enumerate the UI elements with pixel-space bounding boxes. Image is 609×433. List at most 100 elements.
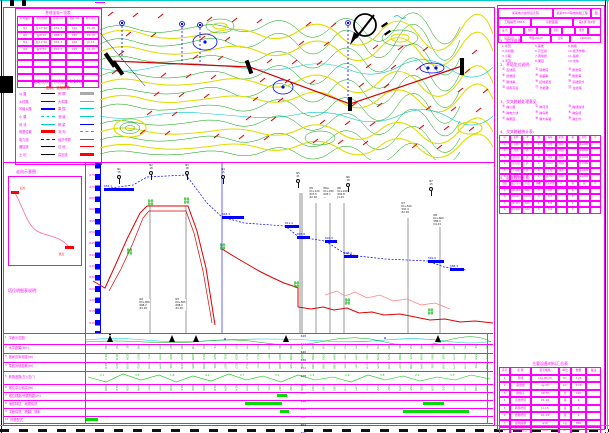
cell: 607.5	[309, 192, 317, 196]
station-value: 45	[310, 345, 314, 349]
station-value: 582	[365, 354, 369, 360]
table-row	[17, 67, 100, 74]
cell: 860	[571, 419, 586, 427]
cell	[33, 81, 50, 88]
cell: 基础混凝土	[510, 427, 531, 433]
station-value: 615	[180, 385, 184, 391]
cell	[586, 374, 601, 382]
station-value: 577	[397, 363, 401, 369]
station-value: 61	[397, 345, 401, 349]
station-value: 50	[299, 345, 303, 349]
tension-table: 段起止塔号 长度 档数 代表档距 K 塔线号 1 N1-N4 860 3 285 4 2 N4-N7 11…	[499, 181, 601, 214]
symbol-item: ⑪ 防振锤	[535, 86, 568, 90]
legend-symbol-icon	[41, 138, 55, 140]
angle-tower-mark	[111, 60, 125, 76]
station-value: 575	[376, 363, 380, 369]
station-value: 589	[332, 354, 336, 360]
tower-height: 18	[149, 166, 153, 170]
cell: 某某电力勘测设计院	[498, 8, 553, 18]
ruler-value: 615	[89, 309, 95, 314]
section3-title: 3、交叉跨越处理意见:	[500, 99, 538, 104]
cell: 备注	[586, 367, 601, 375]
symbol-number-icon: ⑤	[535, 73, 539, 78]
station-value: 602	[191, 385, 195, 391]
tension-table-row: 3 N7-N9 680 2 338 2	[499, 200, 601, 207]
band-row-number: 10	[5, 418, 9, 421]
flag-knob-icon	[117, 174, 121, 179]
band-row-title: 转角度数(左)/右(°)	[8, 375, 36, 379]
cell	[555, 194, 567, 201]
flag-pole	[186, 174, 188, 180]
conductor-bar: 652.1	[104, 184, 134, 191]
symbol-label: 跨河流	[539, 105, 549, 109]
cell: 602.8	[337, 192, 345, 196]
station-value: 598	[299, 385, 303, 391]
tower-height: 15	[221, 170, 225, 174]
cell	[82, 53, 100, 60]
binding-mark	[0, 76, 13, 93]
station-value: 607	[256, 363, 260, 369]
station-value: 559	[463, 363, 467, 369]
cell	[33, 67, 50, 74]
ponds	[192, 33, 445, 95]
station-value: 578	[376, 354, 380, 360]
crossing-table: 序名称单数规格 处理备里程号 1 公路处 2 沥青 架空 0+120 2 河流处 1 宽8m 跨越 0+…	[499, 135, 601, 187]
tower-flag: N1 15	[111, 168, 127, 184]
cell	[586, 397, 601, 405]
strip-tower-icons	[107, 334, 441, 342]
station-value: 596	[310, 363, 314, 369]
conductor-bar: 598.2	[344, 251, 358, 258]
legend-symbol-icon	[80, 92, 94, 96]
cell: N3	[17, 39, 34, 46]
fold-mark	[95, 2, 105, 3]
station-value: 581	[343, 363, 347, 369]
legend-symbol-icon	[80, 153, 94, 157]
symbol-label: 防振锤	[539, 86, 549, 90]
cell: 2	[532, 141, 545, 148]
band-line	[3, 344, 493, 345]
table-row: N2 右8°15′ 668.1 185 Z2-18	[17, 32, 100, 39]
cell: 3	[532, 187, 545, 194]
grade-zigzag-svg	[87, 373, 491, 383]
band-row-number: 8	[5, 402, 7, 405]
cell: 备	[566, 135, 579, 142]
plan-profile-separator	[3, 162, 494, 163]
cell: Z1-18	[82, 25, 100, 32]
band-line	[3, 371, 493, 372]
cell: 1	[532, 148, 545, 155]
cell: 大车路	[510, 167, 522, 174]
band-row-label: 5 转角度数(左)/右(°)	[5, 374, 85, 379]
cell: 基	[559, 397, 571, 405]
symbol-item: ⑨ 基础型式	[568, 80, 601, 84]
symbol-label: 跨通信线	[572, 105, 585, 109]
cell: 工程编号 0815	[498, 18, 531, 27]
station-value: 38	[441, 345, 445, 349]
conductor-bar: 604.5	[325, 236, 337, 243]
station-value: 618	[114, 354, 118, 360]
cell	[589, 161, 601, 168]
station-value: 58	[452, 345, 456, 349]
band-line	[3, 423, 493, 424]
cell: 2+260	[578, 174, 590, 181]
station-value: 624	[223, 385, 227, 391]
band-line	[3, 333, 493, 334]
cell	[66, 81, 83, 88]
cell: Z2-18	[82, 32, 100, 39]
label-column-separator	[85, 162, 86, 424]
station-value: 572	[376, 385, 380, 391]
symbol-label: 基础型式	[572, 80, 585, 84]
cell	[589, 148, 601, 155]
station-value: 645	[169, 354, 173, 360]
cell: 5.旱地	[535, 44, 544, 48]
tower-data-stack: N8 K1+660 586.0 D1-15	[433, 214, 445, 227]
elevation-ruler-values: 680 675 670 665 660 655 650 645 640 635 630 625 620 6…	[86, 162, 95, 333]
cell	[33, 60, 50, 67]
band-line	[3, 392, 493, 393]
cell: J1-15	[337, 195, 344, 199]
grade-value: 3.1	[275, 373, 280, 377]
cell: 直线杆塔	[510, 397, 531, 405]
legend-symbol-icon	[80, 138, 94, 140]
band-values-km: 46 52 61 48 55 60 47 39 58 63 51 44 57 49 62 53 41 66 50 45…	[96, 345, 488, 353]
tower-position-pins	[119, 20, 351, 102]
band-row-label: 8 地形特征、地质情况	[5, 401, 85, 406]
